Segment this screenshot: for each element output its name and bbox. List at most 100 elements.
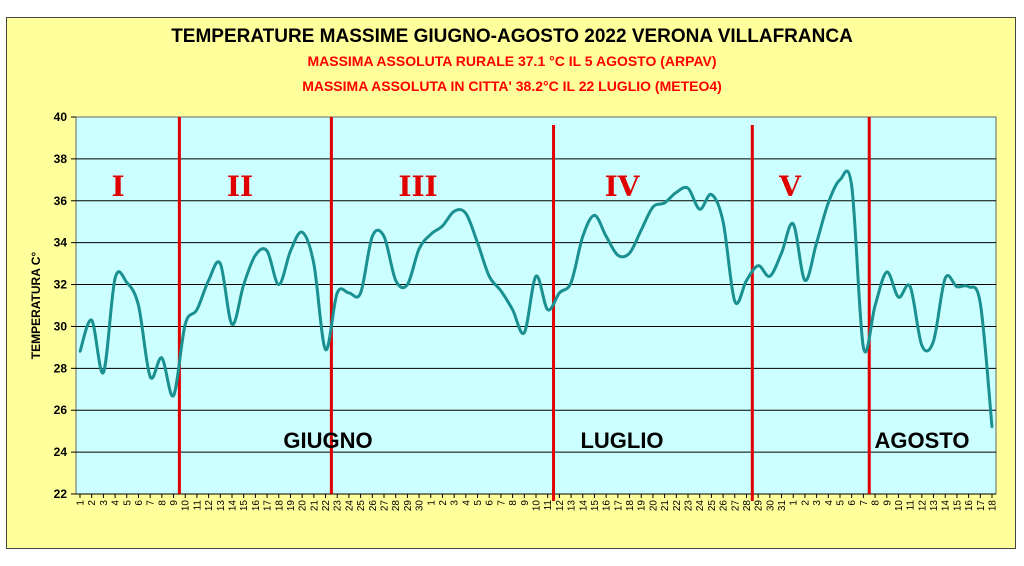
x-tick-label: 20 <box>298 500 309 512</box>
data-point <box>628 251 631 255</box>
chart-subtitle-rural: MASSIMA ASSOLUTA RURALE 37.1 °C IL 5 AGO… <box>307 53 717 69</box>
data-point <box>254 254 257 257</box>
data-point <box>569 281 573 284</box>
data-point <box>149 375 152 378</box>
data-point <box>675 191 678 194</box>
data-point <box>850 184 853 188</box>
x-tick-label: 28 <box>742 500 753 512</box>
y-tick-label: 26 <box>54 403 68 417</box>
x-tick-label: 15 <box>239 500 250 512</box>
x-tick-label: 7 <box>859 500 870 506</box>
data-point <box>219 262 222 265</box>
data-point <box>406 283 409 286</box>
x-tick-label: 10 <box>181 500 192 512</box>
x-tick-label: 6 <box>485 500 496 506</box>
x-tick-label: 16 <box>251 500 262 512</box>
y-tick-label: 40 <box>54 110 68 124</box>
x-tick-label: 5 <box>836 500 847 506</box>
x-tick-label: 9 <box>169 500 180 506</box>
x-tick-label: 2 <box>800 500 811 506</box>
data-point <box>113 277 117 280</box>
x-tick-label: 25 <box>356 500 367 512</box>
x-tick-label: 27 <box>380 500 391 512</box>
y-tick-label: 28 <box>54 361 68 375</box>
y-tick-label: 36 <box>54 194 68 208</box>
data-point <box>873 304 877 307</box>
data-point <box>757 264 760 267</box>
x-tick-label: 27 <box>730 500 741 512</box>
y-tick-label: 22 <box>54 487 68 501</box>
data-point <box>803 279 807 282</box>
x-tick-label: 23 <box>333 500 344 512</box>
data-point <box>827 201 830 205</box>
month-label: LUGLIO <box>580 428 663 453</box>
data-point <box>944 277 947 280</box>
x-tick-label: 24 <box>695 500 706 512</box>
x-tick-label: 15 <box>590 500 601 512</box>
x-tick-label: 17 <box>976 500 987 512</box>
x-tick-label: 16 <box>964 500 975 512</box>
x-tick-label: 18 <box>988 500 999 512</box>
x-tick-label: 16 <box>602 500 613 512</box>
data-point <box>990 425 994 429</box>
x-tick-label: 4 <box>111 500 122 506</box>
x-tick-label: 21 <box>309 500 320 512</box>
x-tick-label: 12 <box>917 500 928 512</box>
data-point <box>476 241 479 244</box>
x-tick-label: 9 <box>520 500 531 506</box>
data-point <box>616 254 619 257</box>
data-point <box>534 275 538 278</box>
x-tick-label: 5 <box>122 500 133 506</box>
x-tick-label: 2 <box>438 500 449 506</box>
month-label: AGOSTO <box>875 428 970 453</box>
period-label: IV <box>605 170 641 203</box>
y-tick-label: 38 <box>54 152 68 166</box>
data-point <box>955 285 959 288</box>
data-point <box>242 283 245 286</box>
x-tick-label: 3 <box>99 500 110 506</box>
x-tick-label: 28 <box>391 500 402 512</box>
data-point <box>160 356 163 360</box>
data-point <box>581 235 584 238</box>
x-tick-label: 8 <box>871 500 882 506</box>
data-point <box>78 350 82 353</box>
data-point <box>698 208 701 211</box>
data-point <box>792 222 795 225</box>
x-tick-label: 25 <box>707 500 718 512</box>
data-point <box>558 291 561 295</box>
y-axis-label: TEMPERATURA C° <box>29 252 43 360</box>
y-tick-label: 24 <box>54 445 68 459</box>
data-point <box>195 308 199 311</box>
x-tick-label: 6 <box>134 500 145 506</box>
data-point <box>932 339 935 343</box>
data-point <box>464 212 467 215</box>
data-point <box>920 344 923 347</box>
x-tick-label: 23 <box>684 500 695 512</box>
x-tick-label: 18 <box>274 500 285 512</box>
x-tick-label: 12 <box>555 500 566 512</box>
x-tick-label: 11 <box>192 500 203 511</box>
data-point <box>979 302 982 305</box>
period-label: I <box>111 170 124 203</box>
data-point <box>663 201 666 205</box>
x-tick-label: 1 <box>426 500 437 506</box>
data-point <box>523 331 526 334</box>
data-point <box>710 193 713 196</box>
x-tick-label: 11 <box>906 500 917 511</box>
data-point <box>499 289 503 292</box>
x-tick-label: 29 <box>754 500 765 512</box>
y-tick-label: 30 <box>54 319 68 333</box>
x-tick-label: 26 <box>719 500 730 512</box>
period-label: V <box>778 170 802 203</box>
data-point <box>347 291 351 295</box>
data-point <box>277 283 280 286</box>
x-tick-label: 2 <box>87 500 98 506</box>
data-point <box>137 304 140 307</box>
data-point <box>967 285 970 288</box>
x-tick-label: 3 <box>812 500 823 506</box>
x-tick-label: 18 <box>625 500 636 512</box>
x-tick-label: 1 <box>789 500 800 506</box>
data-point <box>686 187 690 190</box>
x-tick-label: 11 <box>543 500 554 511</box>
